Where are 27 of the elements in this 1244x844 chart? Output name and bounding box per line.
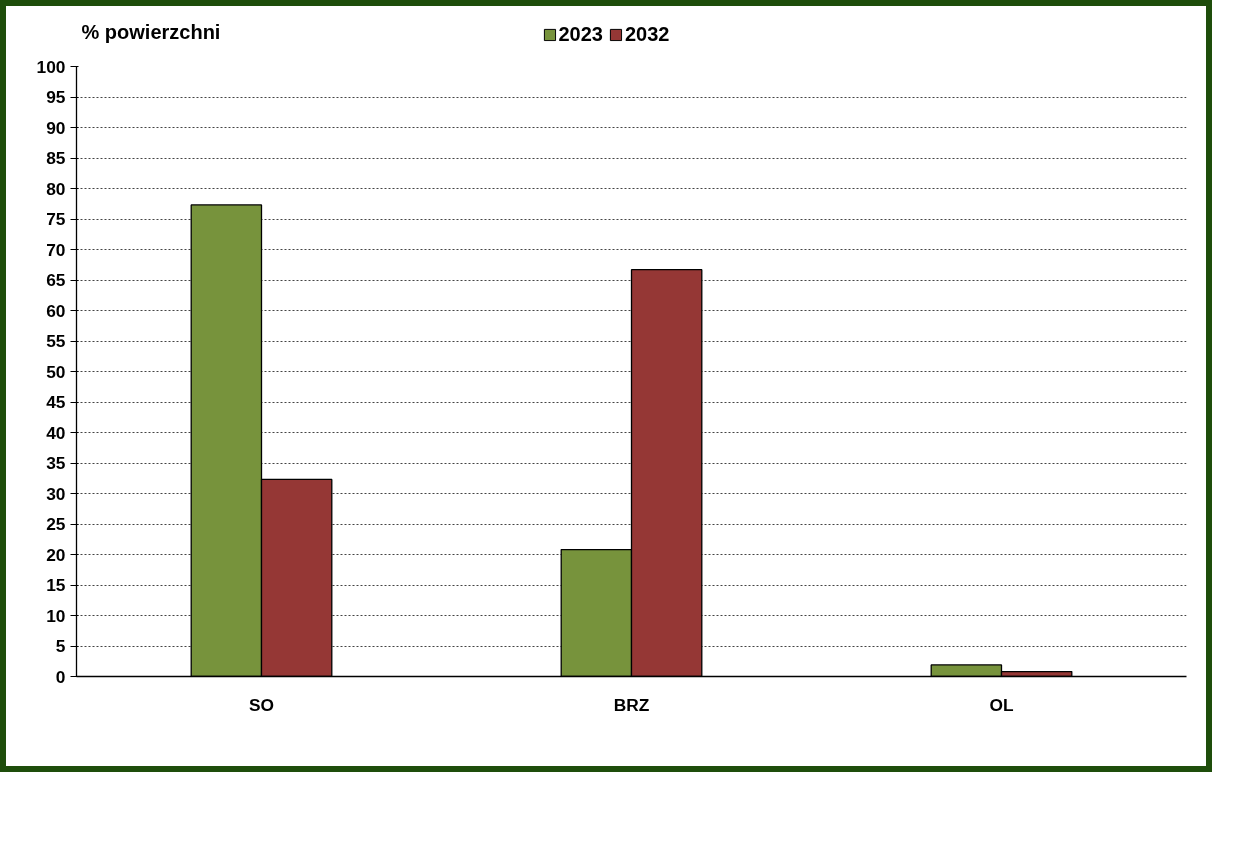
y-tick-label: 25 xyxy=(46,514,66,534)
legend-label: 2023 xyxy=(558,22,603,46)
y-tick-label: 20 xyxy=(46,544,66,565)
y-tick-label: 0 xyxy=(55,666,66,687)
y-tick-label: 40 xyxy=(46,422,66,443)
y-tick-label: 60 xyxy=(46,300,66,321)
chart-title: % powierzchni xyxy=(81,20,221,43)
y-tick-label: 10 xyxy=(46,605,66,626)
y-tick-label: 35 xyxy=(46,453,66,473)
y-tick-label: 50 xyxy=(46,361,66,382)
y-tick-label: 95 xyxy=(46,87,66,107)
x-tick-label: OL xyxy=(989,694,1014,715)
x-tick-label: BRZ xyxy=(613,694,650,715)
y-tick-label: 70 xyxy=(46,239,66,260)
y-tick-label: 85 xyxy=(46,148,66,168)
y-tick-label: 65 xyxy=(46,270,66,290)
y-tick-label: 100 xyxy=(36,56,66,77)
legend-label: 2032 xyxy=(624,22,670,46)
y-tick-label: 80 xyxy=(46,178,66,199)
y-tick-label: 5 xyxy=(55,636,66,656)
y-tick-label: 15 xyxy=(46,575,66,595)
y-tick-label: 45 xyxy=(46,392,66,412)
y-tick-label: 30 xyxy=(46,483,66,504)
x-tick-label: SO xyxy=(248,694,275,715)
y-tick-label: 55 xyxy=(46,331,66,351)
y-tick-label: 90 xyxy=(46,117,66,138)
y-tick-label: 75 xyxy=(46,209,66,229)
